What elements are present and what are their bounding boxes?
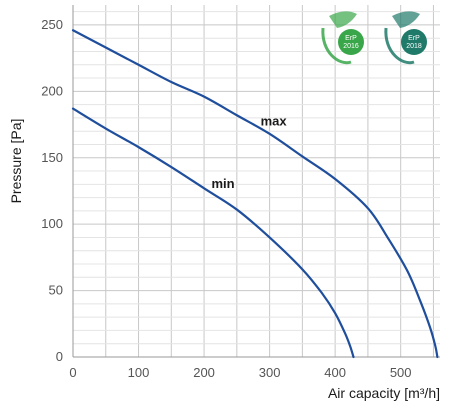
badge-label: ErP: [408, 35, 420, 42]
y-tick-label: 50: [49, 283, 63, 298]
x-tick-label: 200: [193, 365, 215, 380]
y-tick-label: 250: [41, 17, 63, 32]
leaf-icon: [321, 27, 352, 65]
y-tick-label: 150: [41, 150, 63, 165]
curve-label-min: min: [211, 176, 234, 191]
curve-label-max: max: [261, 114, 288, 129]
badge-year: 2018: [406, 43, 422, 50]
grid: [73, 5, 440, 357]
axes: 0 100 200 300 400 500 0 50 100 150 200 250 Air capac…: [8, 5, 440, 401]
x-tick-label: 0: [69, 365, 76, 380]
badge-circle: [338, 29, 364, 55]
x-axis-title: Air capacity [m³/h]: [328, 385, 440, 401]
leaf-icon: [392, 11, 420, 28]
y-tick-label: 0: [56, 349, 63, 364]
series-line-min: [71, 107, 355, 359]
x-tick-label: 300: [259, 365, 281, 380]
y-axis-title: Pressure [Pa]: [8, 119, 24, 204]
x-tick-label: 100: [128, 365, 150, 380]
leaf-icon: [329, 11, 357, 28]
labels: max min: [211, 114, 287, 191]
series-line-max: [71, 29, 439, 359]
badge-year: 2016: [343, 43, 359, 50]
badge-circle: [401, 29, 427, 55]
x-tick-label: 400: [324, 365, 346, 380]
leaf-icon: [384, 27, 415, 65]
y-tick-label: 200: [41, 83, 63, 98]
y-tick-label: 100: [41, 216, 63, 231]
x-tick-label: 500: [390, 365, 412, 380]
badge-label: ErP: [345, 35, 357, 42]
series: [71, 29, 439, 359]
